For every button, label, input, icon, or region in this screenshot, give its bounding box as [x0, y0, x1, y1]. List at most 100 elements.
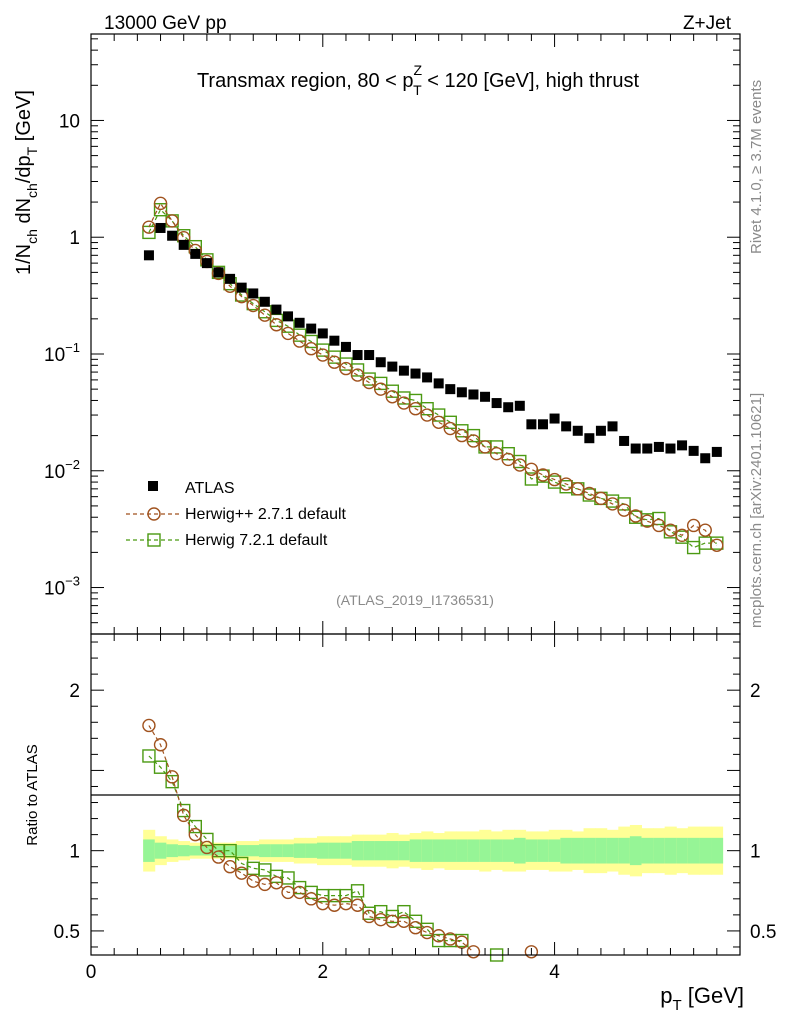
- band-inner-bin: [340, 842, 353, 859]
- herwigpp-point: [304, 341, 318, 356]
- ratio-y-tick-label-right: 1: [750, 842, 761, 863]
- herwigpp-point: [640, 514, 654, 528]
- band-inner-bin: [560, 837, 573, 864]
- band-inner-bin: [409, 839, 422, 862]
- band-inner-bin: [293, 843, 306, 858]
- legend-atlas-label: ATLAS: [185, 480, 235, 497]
- ratio-herwigpp-point: [188, 827, 203, 842]
- band-inner-bin: [421, 839, 434, 862]
- herwig7-point: [605, 494, 620, 508]
- band-inner-bin: [479, 839, 492, 862]
- herwigpp-point: [524, 462, 539, 476]
- herwigpp-point: [489, 446, 504, 461]
- herwigpp-point: [698, 523, 712, 537]
- herwigpp-point: [686, 518, 701, 533]
- ratio-herwig7-point: [223, 843, 237, 858]
- ratio-herwig7-point: [142, 749, 156, 763]
- herwigpp-point: [605, 497, 620, 511]
- band-inner-bin: [490, 839, 503, 862]
- main-ticks: 10−3 10−2 10−1 1 10: [44, 34, 741, 635]
- band-inner-bin: [699, 837, 712, 864]
- herwigpp-point: [362, 375, 376, 390]
- ratio-y-tick-label-left: 0.5: [54, 922, 80, 943]
- band-inner-bin: [571, 837, 585, 864]
- band-inner-bin: [444, 839, 457, 862]
- herwigpp-point: [281, 326, 295, 341]
- band-inner-bin: [525, 839, 538, 862]
- ratio-herwigpp-point: [304, 892, 318, 906]
- band-inner-bin: [154, 842, 167, 859]
- herwigpp-point: [408, 402, 423, 416]
- ratio-herwigpp-point: [408, 921, 423, 935]
- atlas-point: [201, 258, 212, 269]
- atlas-point: [480, 391, 491, 402]
- atlas-point: [468, 389, 479, 400]
- herwigpp-point: [571, 482, 585, 496]
- ylabel-p1: ch: [24, 229, 40, 244]
- atlas-point: [584, 433, 595, 444]
- atlas-point: [595, 425, 606, 436]
- band-inner-bin: [456, 839, 469, 862]
- y-tick-label: 10−2: [44, 457, 80, 483]
- legend: ATLAS Herwig++ 2.7.1 default Herwig 7.2.…: [126, 480, 347, 549]
- ratio-herwigpp-point: [397, 914, 411, 928]
- atlas-point: [225, 273, 236, 284]
- herwigpp-point: [559, 477, 573, 491]
- atlas-point: [422, 372, 433, 383]
- analysis-id-label: (ATLAS_2019_I1736531): [336, 592, 494, 608]
- herwigpp-point: [246, 298, 260, 313]
- legend-atlas-marker: [148, 481, 158, 491]
- atlas-point: [549, 413, 560, 424]
- atlas-point: [387, 361, 398, 372]
- ylabel-p6: [GeV]: [13, 90, 35, 147]
- atlas-point: [642, 443, 653, 454]
- herwigpp-point: [628, 509, 643, 523]
- atlas-point: [491, 398, 502, 409]
- ratio-ticks: 0.5 0.5 1 1 2 2 0 2 4: [54, 634, 776, 983]
- band-inner-bin: [583, 837, 596, 864]
- atlas-point: [155, 222, 166, 233]
- ratio-herwig7-point: [258, 863, 272, 877]
- ratio-herwig7-point: [165, 774, 179, 789]
- herwig7-point: [559, 480, 573, 494]
- atlas-point: [572, 425, 583, 436]
- atlas-point: [711, 446, 722, 457]
- rivet-version-label: Rivet 4.1.0, ≥ 3.7M events: [748, 80, 765, 254]
- band-inner-bin: [189, 845, 202, 856]
- herwigpp-point: [478, 440, 492, 454]
- band-inner-bin: [247, 845, 260, 857]
- atlas-point: [213, 267, 224, 278]
- y-tick-label: 10−3: [44, 574, 80, 600]
- ratio-panel: 0.5 0.5 1 1 2 2 0 2 4 Ratio to ATLAS pT [GeV]: [24, 633, 776, 1014]
- ratio-herwigpp-point: [269, 876, 284, 890]
- atlas-point: [364, 350, 375, 361]
- band-inner-bin: [177, 845, 191, 857]
- atlas-point: [607, 421, 618, 432]
- herwigpp-point: [350, 368, 365, 382]
- band-inner-bin: [467, 839, 480, 862]
- ylabel-p4: /dp: [13, 155, 35, 183]
- atlas-point: [375, 357, 386, 368]
- ratio-herwigpp-point: [246, 874, 260, 888]
- herwigpp-point: [582, 486, 597, 501]
- series-line: [148, 725, 474, 953]
- legend-herwig7-label: Herwig 7.2.1 default: [185, 532, 328, 549]
- x-axis-label: pT [GeV]: [660, 983, 744, 1014]
- band-inner-bin: [328, 842, 341, 859]
- atlas-point: [271, 304, 282, 315]
- atlas-point: [178, 239, 189, 250]
- ylabel-p0: 1/N: [13, 244, 35, 275]
- atlas-point: [294, 317, 305, 328]
- band-inner-bin: [351, 841, 364, 861]
- band-inner-bin: [606, 837, 619, 864]
- series-line: [148, 208, 717, 549]
- y-tick-label: 10−1: [44, 340, 80, 366]
- band-inner-bin: [502, 839, 515, 862]
- herwigpp-point: [385, 390, 400, 404]
- atlas-point: [619, 435, 630, 446]
- x-tick-label: 0: [86, 962, 97, 983]
- ylabel-p2: dN: [13, 198, 35, 229]
- atlas-point: [167, 230, 178, 241]
- band-inner-bin: [235, 845, 248, 857]
- band-inner-bin: [432, 839, 445, 862]
